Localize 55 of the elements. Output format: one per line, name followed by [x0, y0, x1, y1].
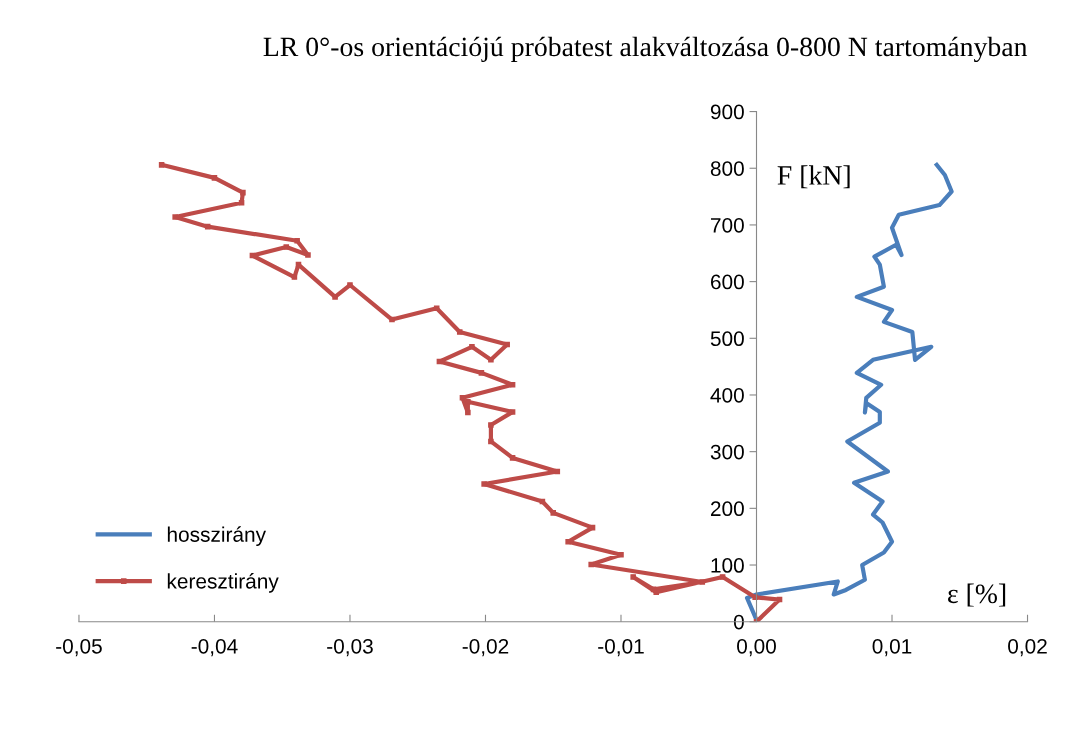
y-tick-label: 500 [710, 331, 744, 347]
point [618, 552, 624, 558]
legend-label: keresztirány [167, 573, 279, 593]
point [509, 409, 516, 415]
point [238, 200, 245, 206]
point [488, 422, 494, 428]
point [433, 305, 440, 312]
y-axis-title: F [kN] [777, 165, 850, 189]
point [389, 316, 395, 323]
y-tick-label: 800 [710, 161, 744, 176]
point [699, 579, 706, 585]
point [509, 455, 516, 461]
y-tick-label: 700 [711, 217, 744, 233]
point [565, 538, 571, 545]
y-tick-label: 100 [711, 558, 744, 573]
point [211, 175, 218, 181]
point [719, 574, 726, 580]
y-tick-label: 600 [711, 274, 744, 290]
point [630, 574, 636, 580]
point [488, 438, 494, 445]
point [283, 244, 290, 250]
x-tick-label: 0,00 [737, 638, 776, 657]
point [305, 252, 311, 258]
point [550, 510, 557, 516]
point [347, 282, 353, 288]
x-axis-title: ε [%] [948, 583, 1006, 607]
point [588, 561, 594, 568]
point [240, 189, 246, 196]
y-tick-label: 900 [710, 104, 744, 120]
x-tick-label: -0,03 [327, 638, 373, 657]
x-tick-label: -0,01 [598, 638, 644, 657]
point [459, 395, 466, 401]
x-tick-label: -0,05 [56, 638, 102, 657]
point [465, 409, 471, 416]
x-tick-label: 0,01 [872, 638, 912, 657]
chart-title: LR 0°-os orientációjú próbatest alakváltozása 0-800 N tartományban [263, 36, 1028, 63]
point [172, 214, 178, 220]
point [481, 481, 487, 487]
point [469, 344, 475, 350]
point [294, 238, 300, 244]
point [509, 381, 516, 388]
point [456, 329, 463, 335]
point [158, 162, 165, 168]
x-tick-label: 0,02 [1008, 638, 1047, 657]
legend-label: hosszirány [167, 526, 266, 546]
point [478, 370, 485, 376]
point [465, 398, 471, 405]
y-tick-label: 300 [710, 444, 744, 460]
x-tick-label: -0,04 [191, 638, 238, 657]
point [291, 274, 298, 280]
y-tick-label: 0 [733, 614, 744, 630]
x-tick-label: -0,02 [462, 638, 509, 657]
y-tick-label: 400 [710, 387, 744, 403]
y-tick-label: 200 [710, 501, 744, 517]
point [504, 341, 510, 348]
